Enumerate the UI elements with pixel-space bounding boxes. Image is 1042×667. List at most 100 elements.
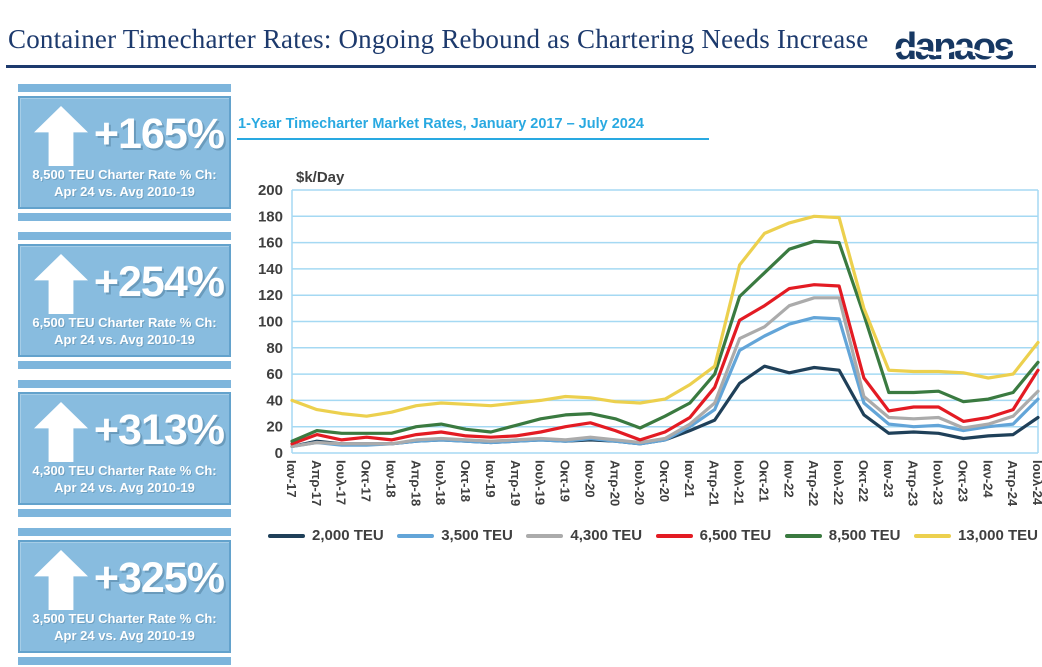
y-tick-label-0: 0 xyxy=(275,445,283,462)
x-tick-label-Ιαν-17: Ιαν-17 xyxy=(284,460,299,498)
chart-title: 1-Year Timecharter Market Rates, January… xyxy=(238,116,644,132)
x-tick-label-Οκτ-19: Οκτ-19 xyxy=(558,460,573,502)
stat-caption-line1: 6,500 TEU Charter Rate % Ch: xyxy=(32,315,217,331)
legend-label: 6,500 TEU xyxy=(699,527,772,544)
legend-swatch xyxy=(526,533,564,538)
card-bottom-strip xyxy=(18,657,231,665)
card-bottom-strip xyxy=(18,361,231,369)
card-top-strip xyxy=(18,380,231,388)
up-arrow-icon xyxy=(34,254,88,314)
y-tick-label-80: 80 xyxy=(266,340,283,357)
stat-card-3500-teu: +325% 3,500 TEU Charter Rate % Ch: Apr 2… xyxy=(18,528,231,665)
danaos-logo-graphic: danaos xyxy=(893,26,1037,68)
y-tick-label-40: 40 xyxy=(266,392,283,409)
legend-item-6-500-teu: 6,500 TEU xyxy=(655,527,772,544)
danaos-logo: danaos xyxy=(893,22,1037,68)
x-tick-label-Απρ-22: Απρ-22 xyxy=(806,460,821,506)
card-bottom-strip xyxy=(18,213,231,221)
stat-percentage: +165% xyxy=(93,110,225,158)
x-tick-label-Οκτ-18: Οκτ-18 xyxy=(458,460,473,502)
x-tick-label-Οκτ-23: Οκτ-23 xyxy=(955,460,970,502)
stat-percentage: +325% xyxy=(93,554,225,602)
x-tick-label-Ιουλ-17: Ιουλ-17 xyxy=(334,460,349,505)
legend-item-3-500-teu: 3,500 TEU xyxy=(397,527,513,544)
stat-caption-line1: 8,500 TEU Charter Rate % Ch: xyxy=(32,167,217,183)
x-tick-label-Απρ-21: Απρ-21 xyxy=(707,460,722,506)
y-tick-label-140: 140 xyxy=(258,261,283,278)
x-tick-label-Ιουλ-19: Ιουλ-19 xyxy=(533,460,548,505)
legend-label: 4,300 TEU xyxy=(570,527,643,544)
legend-swatch xyxy=(397,533,435,538)
x-tick-label-Απρ-18: Απρ-18 xyxy=(408,460,423,506)
stat-caption: 6,500 TEU Charter Rate % Ch: Apr 24 vs. … xyxy=(20,315,229,349)
stat-box: +165% 8,500 TEU Charter Rate % Ch: Apr 2… xyxy=(18,96,231,209)
x-tick-label-Οκτ-17: Οκτ-17 xyxy=(359,460,374,502)
x-tick-label-Ιουλ-23: Ιουλ-23 xyxy=(931,460,946,505)
legend-label: 8,500 TEU xyxy=(828,527,901,544)
legend-swatch xyxy=(655,533,693,538)
x-tick-label-Απρ-19: Απρ-19 xyxy=(508,460,523,506)
y-tick-label-180: 180 xyxy=(258,208,283,225)
x-tick-label-Ιουλ-21: Ιουλ-21 xyxy=(732,460,747,505)
up-arrow-icon xyxy=(34,550,88,610)
x-tick-label-Ιουλ-22: Ιουλ-22 xyxy=(831,460,846,505)
x-tick-label-Ιαν-18: Ιαν-18 xyxy=(383,460,398,498)
x-tick-label-Ιουλ-20: Ιουλ-20 xyxy=(632,460,647,505)
y-tick-label-60: 60 xyxy=(266,366,283,383)
chart-line-8-500-teu xyxy=(290,239,1040,443)
card-bottom-strip xyxy=(18,509,231,517)
x-tick-label-Απρ-24: Απρ-24 xyxy=(1005,460,1020,507)
legend-swatch xyxy=(784,533,822,538)
legend-label: 13,000 TEU xyxy=(957,527,1038,544)
x-tick-label-Ιαν-23: Ιαν-23 xyxy=(881,460,896,498)
legend-item-13-000-teu: 13,000 TEU xyxy=(913,527,1038,544)
header-divider xyxy=(6,65,1036,68)
x-tick-label-Οκτ-21: Οκτ-21 xyxy=(756,460,771,502)
legend-label: 3,500 TEU xyxy=(441,527,513,544)
card-top-strip xyxy=(18,528,231,536)
stat-caption-line2: Apr 24 vs. Avg 2010-19 xyxy=(54,628,195,644)
stat-percentage: +313% xyxy=(93,406,225,454)
y-tick-label-20: 20 xyxy=(266,419,283,436)
legend-label: 2,000 TEU xyxy=(312,527,384,544)
y-axis-units-label: $k/Day xyxy=(296,169,345,186)
stat-box: +254% 6,500 TEU Charter Rate % Ch: Apr 2… xyxy=(18,244,231,357)
stat-percentage: +254% xyxy=(93,258,225,306)
timecharter-rates-chart: 0 20 40 60 80 100 120 140 160 180 200 $k/Day Ιαν-17 Α… xyxy=(258,169,1042,507)
stat-caption-line1: 4,300 TEU Charter Rate % Ch: xyxy=(32,463,217,479)
x-tick-label-Ιαν-22: Ιαν-22 xyxy=(781,460,796,498)
legend-swatch xyxy=(268,533,305,538)
y-tick-label-160: 160 xyxy=(258,235,283,252)
chart-line-6-500-teu xyxy=(290,283,1040,446)
stat-caption-line1: 3,500 TEU Charter Rate % Ch: xyxy=(32,611,217,627)
stat-caption: 4,300 TEU Charter Rate % Ch: Apr 24 vs. … xyxy=(20,463,229,497)
card-top-strip xyxy=(18,232,231,240)
up-arrow-icon xyxy=(34,402,88,462)
x-tick-label-Οκτ-20: Οκτ-20 xyxy=(657,460,672,502)
x-tick-label-Ιαν-20: Ιαν-20 xyxy=(582,460,597,498)
stat-caption: 8,500 TEU Charter Rate % Ch: Apr 24 vs. … xyxy=(20,167,229,201)
x-tick-label-Ιαν-24: Ιαν-24 xyxy=(980,460,995,498)
legend-item-2-000-teu: 2,000 TEU xyxy=(268,527,384,544)
x-tick-label-Ιουλ-18: Ιουλ-18 xyxy=(433,460,448,505)
stat-caption-line2: Apr 24 vs. Avg 2010-19 xyxy=(54,332,195,348)
danaos-logo-text: danaos xyxy=(894,26,1013,66)
x-tick-label-Ιαν-19: Ιαν-19 xyxy=(483,460,498,498)
logo-wave xyxy=(893,46,1037,57)
x-tick-label-Ιουλ-24: Ιουλ-24 xyxy=(1030,460,1042,506)
stat-caption: 3,500 TEU Charter Rate % Ch: Apr 24 vs. … xyxy=(20,611,229,645)
up-arrow-icon xyxy=(34,106,88,166)
x-tick-label-Οκτ-22: Οκτ-22 xyxy=(856,460,871,502)
stat-card-6500-teu: +254% 6,500 TEU Charter Rate % Ch: Apr 2… xyxy=(18,232,231,369)
page-title: Container Timecharter Rates: Ongoing Reb… xyxy=(8,24,869,54)
x-tick-label-Απρ-20: Απρ-20 xyxy=(607,460,622,506)
stat-caption-line2: Apr 24 vs. Avg 2010-19 xyxy=(54,184,195,200)
y-tick-label-200: 200 xyxy=(258,182,283,199)
chart-line-4-300-teu xyxy=(290,296,1040,448)
y-tick-label-100: 100 xyxy=(258,314,283,331)
chart-line-13-000-teu xyxy=(290,214,1040,418)
x-tick-label-Ιαν-21: Ιαν-21 xyxy=(682,460,697,498)
stat-box: +325% 3,500 TEU Charter Rate % Ch: Apr 2… xyxy=(18,540,231,653)
stat-card-4300-teu: +313% 4,300 TEU Charter Rate % Ch: Apr 2… xyxy=(18,380,231,517)
